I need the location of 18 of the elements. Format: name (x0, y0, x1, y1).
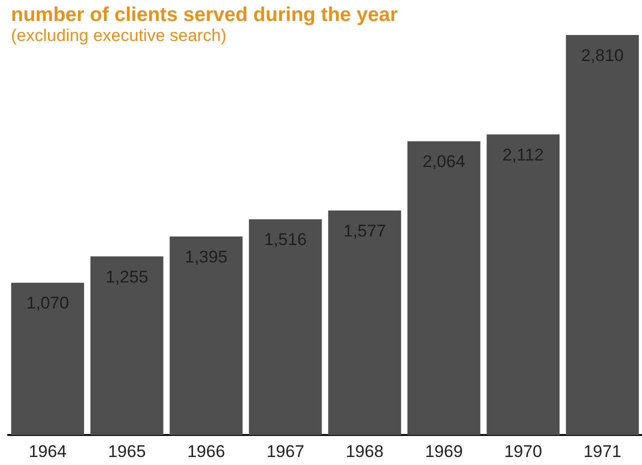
bar (486, 134, 560, 435)
bar (170, 236, 243, 435)
x-tick-label: 1965 (108, 442, 146, 461)
chart-title: number of clients served during the year (11, 4, 398, 26)
x-tick-label: 1966 (187, 442, 226, 461)
x-tick-label: 1969 (424, 442, 463, 461)
x-tick-label: 1967 (266, 442, 304, 461)
x-tick-label: 1971 (583, 442, 622, 461)
bar (407, 141, 480, 435)
bar (328, 210, 402, 435)
bar (248, 219, 322, 435)
x-tick-label: 1970 (504, 442, 542, 461)
bar (11, 282, 84, 435)
bar (566, 35, 639, 435)
x-tick-label: 1968 (346, 442, 384, 461)
chart-subtitle: (excluding executive search) (11, 26, 226, 45)
x-tick-label: 1964 (28, 442, 67, 461)
bar (90, 256, 164, 435)
